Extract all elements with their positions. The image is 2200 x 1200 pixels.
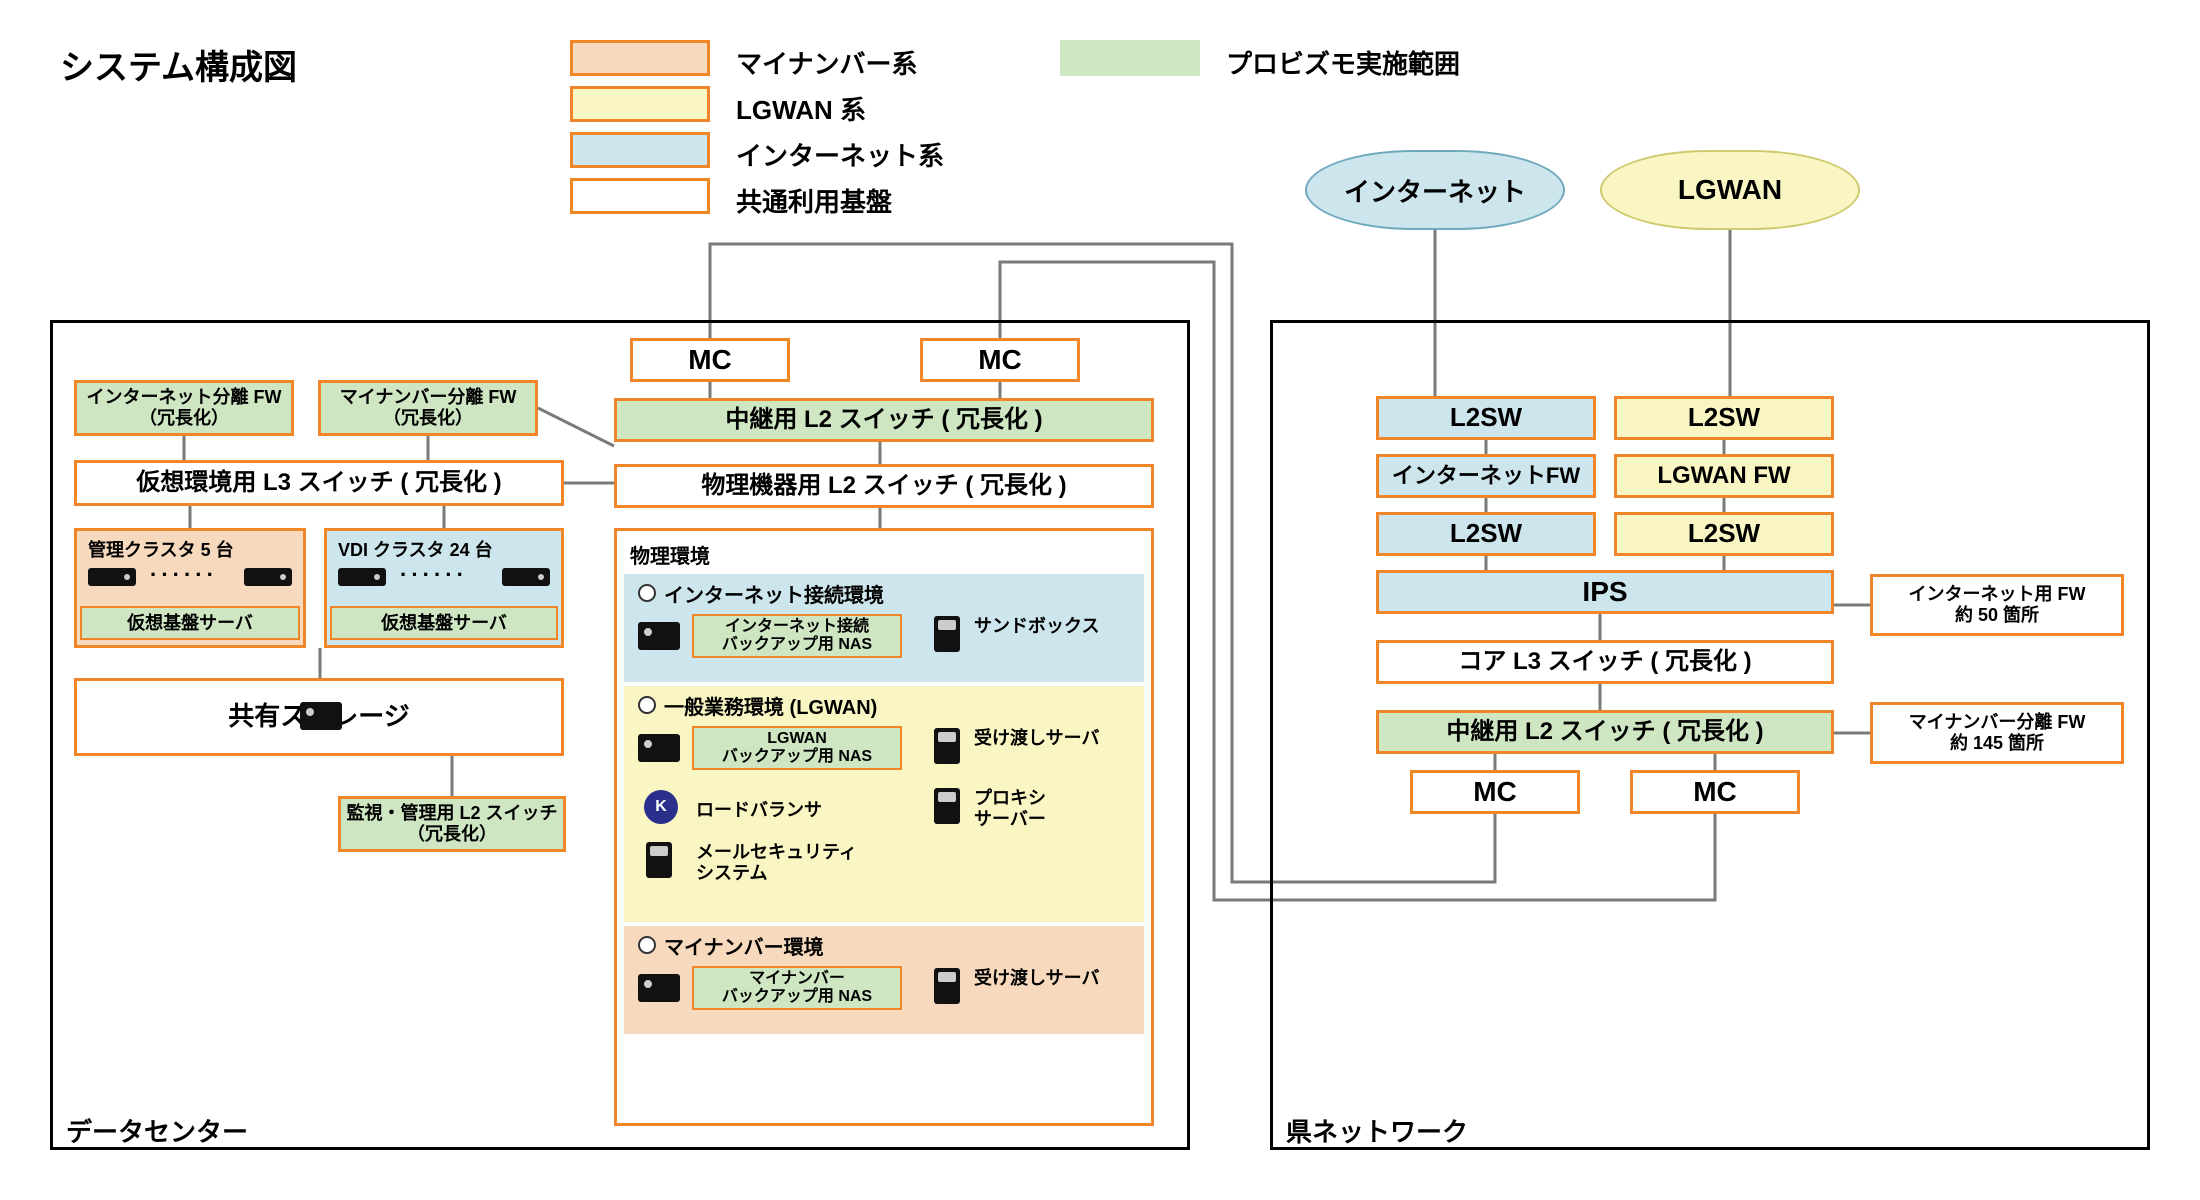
box-label: メールセキュリティシステム xyxy=(696,842,857,883)
node-ken-mc1: MC xyxy=(1410,770,1580,814)
env-inet-header-label: インターネット接続環境 xyxy=(664,579,884,608)
legend-label: マイナンバー系 xyxy=(736,44,917,81)
box-label: サンドボックス xyxy=(974,616,1099,637)
server-box-icon xyxy=(646,842,672,878)
legend-label: インターネット系 xyxy=(736,136,944,173)
node-ken-note-fw50: インターネット用 FW約 50 箇所 xyxy=(1870,574,2124,636)
env-lgwan-header-label: 一般業務環境 (LGWAN) xyxy=(664,691,877,720)
circle-icon xyxy=(638,936,656,954)
legend-label: プロビズモ実施範囲 xyxy=(1226,44,1460,81)
diagram-canvas: システム構成図 マイナンバー系 LGWAN 系インターネット系共通利用基盤 プロビズ… xyxy=(0,0,2200,1200)
legend-label: LGWAN 系 xyxy=(736,90,866,127)
node-ken-fw-lgwan: LGWAN FW xyxy=(1614,454,1834,498)
server-box-icon xyxy=(934,968,960,1004)
cluster-title: VDI クラスタ 24 台 xyxy=(338,536,493,562)
nas-label: インターネット接続バックアップ用 NAS xyxy=(692,614,902,658)
node-ken-relay-l2: 中継用 L2 スイッチ ( 冗長化 ) xyxy=(1376,710,1834,754)
circle-icon xyxy=(638,584,656,602)
node-dc-l3: 仮想環境用 L3 スイッチ ( 冗長化 ) xyxy=(74,460,564,506)
node-ken-l2-lgwan-2: L2SW xyxy=(1614,512,1834,556)
server-icon xyxy=(338,568,386,586)
ellipsis-icon: ······ xyxy=(150,562,218,588)
storage-icon xyxy=(300,702,342,730)
node-ken-note-fw145: マイナンバー分離 FW約 145 箇所 xyxy=(1870,702,2124,764)
node-dc-mc1: MC xyxy=(630,338,790,382)
box-label: 受け渡しサーバ xyxy=(974,968,1099,989)
cluster-title: 管理クラスタ 5 台 xyxy=(88,536,234,562)
legend-swatch xyxy=(570,86,710,122)
nas-label: LGWANバックアップ用 NAS xyxy=(692,726,902,770)
diagram-title: システム構成図 xyxy=(60,40,297,89)
node-ken-core-l3: コア L3 スイッチ ( 冗長化 ) xyxy=(1376,640,1834,684)
phys-env-title: 物理環境 xyxy=(630,540,710,569)
ellipsis-icon: ······ xyxy=(400,562,468,588)
frame-label-dc: データセンター xyxy=(66,1112,248,1149)
server-box-icon xyxy=(934,616,960,652)
node-ken-l2-inet-1: L2SW xyxy=(1376,396,1596,440)
cloud-internet: インターネット xyxy=(1305,150,1565,230)
box-label: 受け渡しサーバ xyxy=(974,728,1099,749)
env-myn-header: マイナンバー環境 xyxy=(628,930,1140,960)
node-ken-ips: IPS xyxy=(1376,570,1834,614)
node-mon-l2: 監視・管理用 L2 スイッチ（冗長化） xyxy=(338,796,566,852)
nas-label: マイナンバーバックアップ用 NAS xyxy=(692,966,902,1010)
server-box-icon xyxy=(934,788,960,824)
cluster-server-label: 仮想基盤サーバ xyxy=(330,606,558,640)
cloud-lgwan: LGWAN xyxy=(1600,150,1860,230)
circle-icon xyxy=(638,696,656,714)
nas-icon xyxy=(638,734,680,762)
node-ken-l2-inet-2: L2SW xyxy=(1376,512,1596,556)
legend-swatch xyxy=(570,40,710,76)
box-label: プロキシサーバー xyxy=(974,788,1046,829)
frame-label-ken: 県ネットワーク xyxy=(1286,1112,1468,1149)
node-ken-fw-inet: インターネットFW xyxy=(1376,454,1596,498)
node-dc-myn-fw: マイナンバー分離 FW（冗長化） xyxy=(318,380,538,436)
node-ken-mc2: MC xyxy=(1630,770,1800,814)
nas-icon xyxy=(638,622,680,650)
env-myn-header-label: マイナンバー環境 xyxy=(664,931,824,960)
legend-swatch xyxy=(1060,40,1200,76)
node-dc-phys-l2: 物理機器用 L2 スイッチ ( 冗長化 ) xyxy=(614,464,1154,508)
nas-icon xyxy=(638,974,680,1002)
server-box-icon xyxy=(934,728,960,764)
env-inet-header: インターネット接続環境 xyxy=(628,578,1140,608)
node-dc-inet-fw: インターネット分離 FW（冗長化） xyxy=(74,380,294,436)
cluster-server-label: 仮想基盤サーバ xyxy=(80,606,300,640)
legend-swatch xyxy=(570,178,710,214)
legend-label: 共通利用基盤 xyxy=(736,182,892,219)
env-lgwan-header: 一般業務環境 (LGWAN) xyxy=(628,690,1140,720)
server-icon xyxy=(88,568,136,586)
lb-label: ロードバランサ xyxy=(696,796,822,822)
server-icon xyxy=(244,568,292,586)
node-ken-l2-lgwan-1: L2SW xyxy=(1614,396,1834,440)
node-dc-relay-l2: 中継用 L2 スイッチ ( 冗長化 ) xyxy=(614,398,1154,442)
node-dc-mc2: MC xyxy=(920,338,1080,382)
loadbalancer-icon: K xyxy=(644,790,678,824)
server-icon xyxy=(502,568,550,586)
legend-swatch xyxy=(570,132,710,168)
